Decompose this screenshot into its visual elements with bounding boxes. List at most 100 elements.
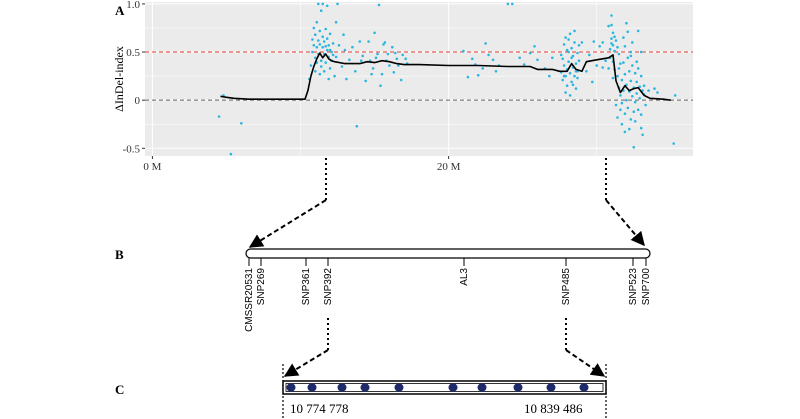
data-point [355,124,359,128]
data-point [562,64,566,67]
data-point [632,146,636,149]
data-point [318,43,322,46]
data-point [343,48,347,52]
left-position-label: 10 774 778 [290,401,349,416]
data-point [616,74,619,78]
data-point [481,67,485,70]
data-point [616,45,619,49]
data-point [379,84,382,87]
data-point [623,112,627,115]
data-point [611,31,615,35]
data-point [571,54,575,58]
data-point [522,63,526,66]
data-point [636,29,640,33]
data-point [564,91,567,94]
data-point [576,51,579,55]
data-point [568,94,572,97]
data-point [476,73,480,77]
data-point [229,152,233,156]
data-point [617,67,621,70]
data-point [342,33,345,36]
data-point [377,3,381,7]
data-point [573,74,576,78]
data-point [364,79,368,83]
data-point [388,64,391,67]
data-point [354,70,357,73]
data-point [370,72,373,76]
data-point [240,122,243,125]
data-point [629,50,633,54]
data-point [325,4,329,8]
data-point [217,115,221,118]
data-point [673,94,677,97]
data-point [631,41,634,44]
data-point [631,95,634,98]
data-point [633,100,637,104]
sliding-window-line [220,52,671,101]
data-point [613,49,616,53]
data-point [359,59,363,62]
data-point [328,48,332,52]
data-point [312,26,316,30]
gene-dot [360,383,370,392]
data-point [568,71,572,75]
data-point [620,122,624,126]
data-point [382,43,385,46]
data-point [573,41,576,44]
data-point [638,97,641,100]
data-point [324,45,328,48]
data-point [314,56,317,60]
data-point [638,85,641,88]
data-point [573,29,576,33]
x-tick-labels: 0 M 20 M [143,156,461,173]
data-point [325,48,329,52]
data-point [635,80,638,84]
data-point [314,70,317,73]
data-point [636,108,640,112]
data-point [601,41,604,44]
data-point [568,32,572,36]
data-point [636,67,640,70]
connector-left-arrow [248,199,327,248]
data-point [351,45,354,49]
gene-dot [394,383,404,392]
data-point [487,53,490,57]
data-point [585,70,588,73]
gene-dot [546,383,556,392]
data-point [561,57,564,61]
gene-dot [337,383,347,392]
data-point [340,65,344,68]
data-point [570,46,573,50]
data-point [574,87,578,90]
data-point [611,76,615,80]
data-point [570,80,573,84]
data-point [511,2,514,6]
gene-dot [307,383,317,392]
data-point [322,70,326,73]
data-point [395,57,399,61]
data-point [610,37,613,40]
data-point [348,58,351,62]
data-point [394,51,397,55]
data-point [647,89,650,92]
data-point [635,60,638,63]
data-point [330,50,333,54]
marker-label-snp392: SNP392 [323,268,334,306]
data-point [317,39,320,42]
data-point [610,42,613,45]
data-point [494,70,498,73]
data-point [315,45,319,49]
data-point [319,59,323,62]
data-point [331,53,335,57]
data-point [607,24,610,28]
fine-map-genes [286,383,589,392]
data-point [374,56,378,60]
connector-c-right-arrow [565,349,606,377]
y-tick-label: 0 [135,95,141,107]
data-point [386,52,390,56]
data-point [318,72,322,76]
data-point [595,64,598,67]
data-point [328,32,332,36]
connector-c-left-arrow [283,349,329,377]
